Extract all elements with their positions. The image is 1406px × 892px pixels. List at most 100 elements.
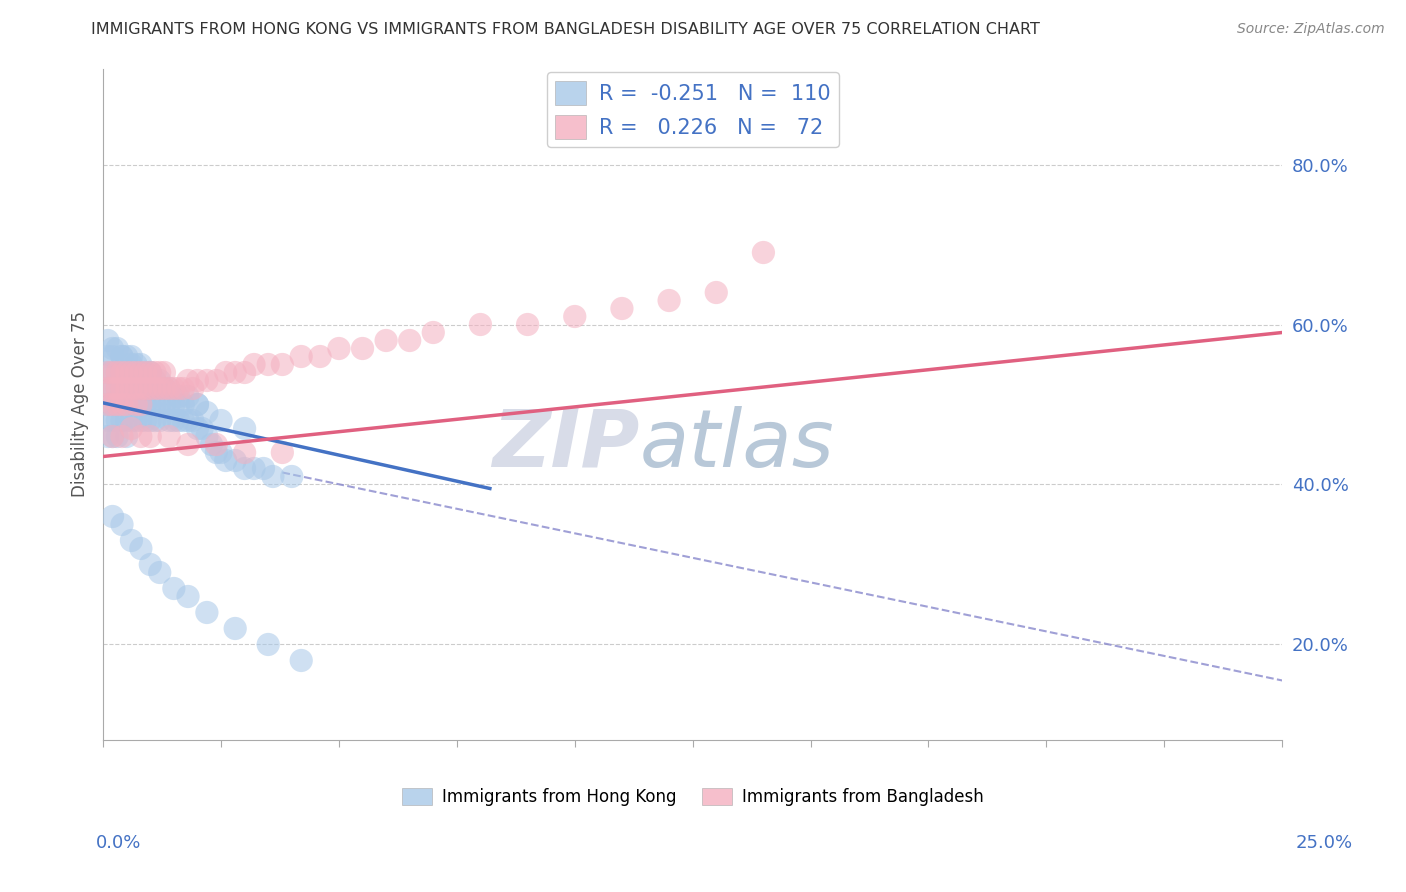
Point	[139, 366, 162, 380]
Point	[243, 461, 266, 475]
Point	[186, 374, 208, 388]
Point	[139, 558, 162, 572]
Point	[139, 382, 162, 396]
Point	[143, 382, 166, 396]
Point	[129, 429, 152, 443]
Point	[195, 606, 218, 620]
Point	[610, 301, 633, 316]
Point	[243, 358, 266, 372]
Point	[129, 358, 152, 372]
Point	[163, 413, 186, 427]
Point	[157, 397, 180, 411]
Point	[201, 437, 224, 451]
Point	[97, 350, 120, 364]
Point	[115, 429, 138, 443]
Point	[257, 638, 280, 652]
Point	[111, 397, 134, 411]
Point	[143, 366, 166, 380]
Point	[143, 397, 166, 411]
Point	[129, 541, 152, 556]
Point	[111, 413, 134, 427]
Text: Source: ZipAtlas.com: Source: ZipAtlas.com	[1237, 22, 1385, 37]
Point	[101, 382, 124, 396]
Point	[97, 382, 120, 396]
Point	[101, 366, 124, 380]
Point	[262, 469, 284, 483]
Point	[97, 429, 120, 443]
Point	[129, 397, 152, 411]
Point	[129, 382, 152, 396]
Point	[135, 366, 157, 380]
Point	[209, 445, 232, 459]
Point	[101, 366, 124, 380]
Point	[233, 445, 256, 459]
Point	[115, 397, 138, 411]
Point	[101, 429, 124, 443]
Point	[120, 350, 142, 364]
Point	[125, 358, 148, 372]
Point	[101, 397, 124, 411]
Point	[111, 350, 134, 364]
Point	[115, 382, 138, 396]
Point	[290, 653, 312, 667]
Point	[125, 382, 148, 396]
Point	[163, 397, 186, 411]
Point	[290, 350, 312, 364]
Point	[167, 390, 190, 404]
Text: IMMIGRANTS FROM HONG KONG VS IMMIGRANTS FROM BANGLADESH DISABILITY AGE OVER 75 C: IMMIGRANTS FROM HONG KONG VS IMMIGRANTS …	[91, 22, 1040, 37]
Point	[105, 366, 128, 380]
Point	[181, 413, 204, 427]
Point	[101, 342, 124, 356]
Point	[153, 382, 176, 396]
Point	[215, 453, 238, 467]
Point	[233, 461, 256, 475]
Point	[115, 366, 138, 380]
Point	[135, 382, 157, 396]
Point	[149, 366, 172, 380]
Point	[97, 397, 120, 411]
Point	[195, 429, 218, 443]
Point	[105, 413, 128, 427]
Point	[177, 590, 200, 604]
Text: 25.0%: 25.0%	[1295, 834, 1353, 852]
Point	[172, 397, 194, 411]
Point	[252, 461, 274, 475]
Point	[205, 374, 228, 388]
Text: ZIP: ZIP	[492, 406, 640, 483]
Point	[120, 382, 142, 396]
Point	[105, 366, 128, 380]
Point	[309, 350, 332, 364]
Point	[157, 382, 180, 396]
Point	[149, 566, 172, 580]
Point	[375, 334, 398, 348]
Point	[129, 366, 152, 380]
Point	[135, 397, 157, 411]
Point	[125, 397, 148, 411]
Point	[257, 358, 280, 372]
Point	[97, 413, 120, 427]
Point	[97, 334, 120, 348]
Point	[120, 366, 142, 380]
Point	[135, 413, 157, 427]
Point	[115, 350, 138, 364]
Point	[111, 366, 134, 380]
Point	[233, 366, 256, 380]
Point	[352, 342, 374, 356]
Point	[224, 453, 246, 467]
Point	[139, 366, 162, 380]
Point	[120, 358, 142, 372]
Point	[105, 382, 128, 396]
Point	[149, 413, 172, 427]
Point	[129, 413, 152, 427]
Point	[111, 382, 134, 396]
Point	[186, 421, 208, 435]
Text: 0.0%: 0.0%	[96, 834, 141, 852]
Point	[97, 382, 120, 396]
Legend: Immigrants from Hong Kong, Immigrants from Bangladesh: Immigrants from Hong Kong, Immigrants fr…	[395, 781, 990, 813]
Point	[129, 366, 152, 380]
Point	[97, 366, 120, 380]
Point	[105, 397, 128, 411]
Point	[143, 382, 166, 396]
Point	[120, 413, 142, 427]
Point	[398, 334, 420, 348]
